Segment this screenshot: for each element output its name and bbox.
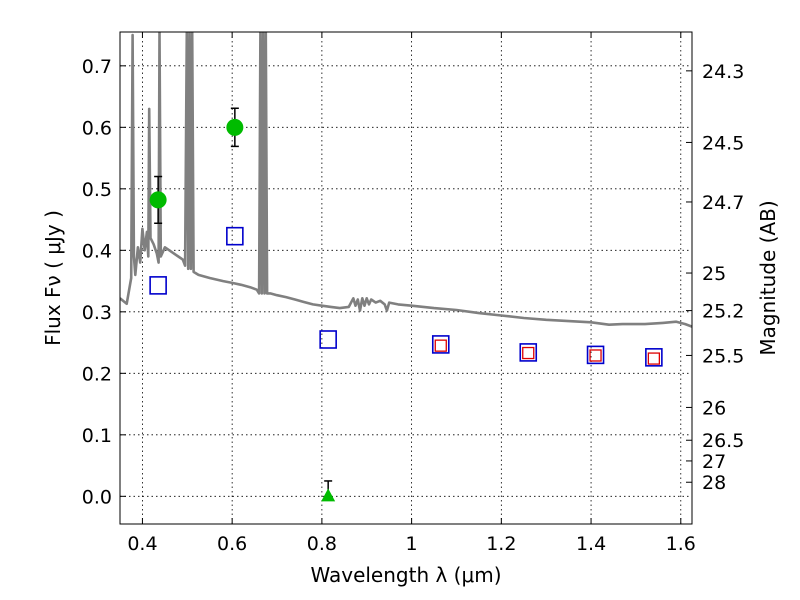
model-point: [431, 335, 450, 354]
observed-point: [226, 118, 244, 136]
mag-tick-label: 26: [702, 397, 726, 419]
y-tick-label: 0.7: [82, 56, 112, 78]
y-tick-label: 0.4: [82, 240, 112, 262]
upper-limit-point: [321, 488, 336, 502]
mag-tick-label: 26.5: [702, 430, 744, 452]
x-tick-label: 0.4: [127, 533, 157, 555]
x-tick-label: 1.4: [576, 533, 606, 555]
y-tick-label: 0.3: [82, 302, 112, 324]
mag-tick-label: 24.7: [702, 192, 744, 214]
y-tick-label: 0.2: [82, 363, 112, 385]
mag-tick-label: 24.3: [702, 61, 744, 83]
filter-point: [589, 349, 602, 362]
x-axis-title: Wavelength λ (μm): [310, 563, 501, 587]
model-point: [149, 276, 167, 295]
x-tick-label: 1.2: [486, 533, 516, 555]
x-tick-label: 1.6: [666, 533, 696, 555]
mag-tick-label: 27: [702, 451, 726, 473]
mag-tick-label: 25.2: [702, 301, 744, 323]
mag-tick-label: 25: [702, 263, 726, 285]
ticks: 0.4 0.6 0.8 1 1.2 1.4 1.6 0.0 0.1 0.2 0.3 0.4 0.5 0.6…: [82, 32, 744, 555]
model-point: [319, 330, 337, 349]
y-tick-label: 0.5: [82, 179, 112, 201]
plot-frame: [119, 31, 693, 525]
x-tick-label: 0.6: [217, 533, 247, 555]
model-point: [645, 348, 663, 367]
filter-point: [522, 346, 535, 360]
mag-tick-label: 28: [702, 472, 726, 494]
observed-point: [149, 191, 167, 209]
filter-point: [434, 339, 447, 352]
marker-layer: [149, 107, 663, 502]
y-axis-title: Flux Fν ( μJy ): [41, 210, 65, 346]
x-tick-label: 0.8: [307, 533, 337, 555]
spectrum-line: [120, 32, 692, 328]
y-tick-label: 0.6: [82, 117, 112, 139]
mag-tick-label: 25.5: [702, 345, 744, 367]
mag-tick-label: 24.5: [702, 132, 744, 154]
y2-axis-title: Magnitude (AB): [756, 200, 780, 355]
model-point: [519, 343, 538, 362]
spectrum-layer: [120, 32, 692, 328]
model-point: [226, 226, 244, 246]
grid: [120, 32, 692, 524]
filter-point: [647, 352, 661, 365]
y-tick-label: 0.0: [82, 486, 112, 508]
model-point: [586, 345, 605, 365]
y-tick-label: 0.1: [82, 425, 112, 447]
x-tick-label: 1: [406, 533, 418, 555]
